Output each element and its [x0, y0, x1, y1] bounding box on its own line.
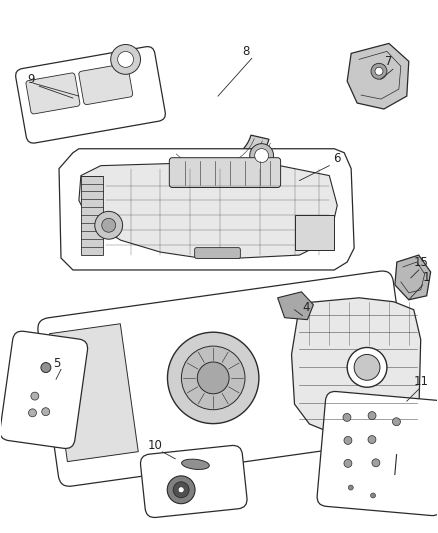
FancyBboxPatch shape [194, 248, 240, 259]
FancyBboxPatch shape [16, 46, 166, 143]
FancyBboxPatch shape [0, 331, 88, 448]
Circle shape [42, 408, 49, 416]
Circle shape [344, 459, 352, 467]
Circle shape [111, 44, 141, 74]
Circle shape [344, 437, 352, 445]
Bar [294, 215, 334, 250]
Circle shape [167, 476, 195, 504]
FancyBboxPatch shape [38, 271, 414, 486]
Text: 15: 15 [413, 255, 428, 269]
Text: 1: 1 [423, 271, 431, 285]
Circle shape [354, 354, 380, 380]
Text: 11: 11 [413, 375, 428, 388]
Circle shape [31, 392, 39, 400]
Circle shape [167, 332, 259, 424]
FancyBboxPatch shape [317, 391, 438, 515]
Polygon shape [395, 255, 431, 300]
Polygon shape [163, 135, 269, 180]
Text: 5: 5 [53, 357, 61, 370]
Circle shape [347, 348, 387, 387]
Circle shape [371, 63, 387, 79]
Circle shape [173, 482, 189, 498]
Circle shape [118, 52, 134, 67]
Circle shape [102, 219, 116, 232]
Text: 6: 6 [333, 152, 341, 165]
Circle shape [178, 487, 184, 493]
Polygon shape [79, 163, 337, 258]
Bar [49, 324, 138, 462]
Polygon shape [278, 292, 314, 320]
Circle shape [348, 485, 353, 490]
Circle shape [41, 362, 51, 373]
Text: 10: 10 [148, 439, 163, 453]
Text: 9: 9 [28, 72, 35, 86]
Circle shape [197, 362, 229, 394]
Circle shape [368, 435, 376, 443]
Circle shape [372, 459, 380, 467]
FancyBboxPatch shape [170, 158, 281, 188]
Text: 7: 7 [385, 55, 392, 68]
FancyBboxPatch shape [141, 446, 247, 518]
Text: 8: 8 [242, 45, 250, 58]
Polygon shape [292, 298, 421, 439]
Circle shape [371, 493, 375, 498]
Circle shape [343, 414, 351, 422]
FancyBboxPatch shape [26, 73, 80, 114]
Circle shape [392, 418, 400, 426]
Polygon shape [347, 43, 409, 109]
Circle shape [28, 409, 36, 417]
Bar [81, 175, 103, 255]
Polygon shape [107, 62, 136, 87]
Circle shape [375, 67, 383, 75]
Polygon shape [59, 149, 354, 270]
Circle shape [250, 144, 274, 167]
Circle shape [254, 149, 268, 163]
Circle shape [95, 212, 123, 239]
Circle shape [181, 346, 245, 410]
FancyBboxPatch shape [79, 63, 133, 104]
Text: 4: 4 [303, 301, 310, 314]
Ellipse shape [182, 459, 209, 470]
Circle shape [368, 411, 376, 419]
